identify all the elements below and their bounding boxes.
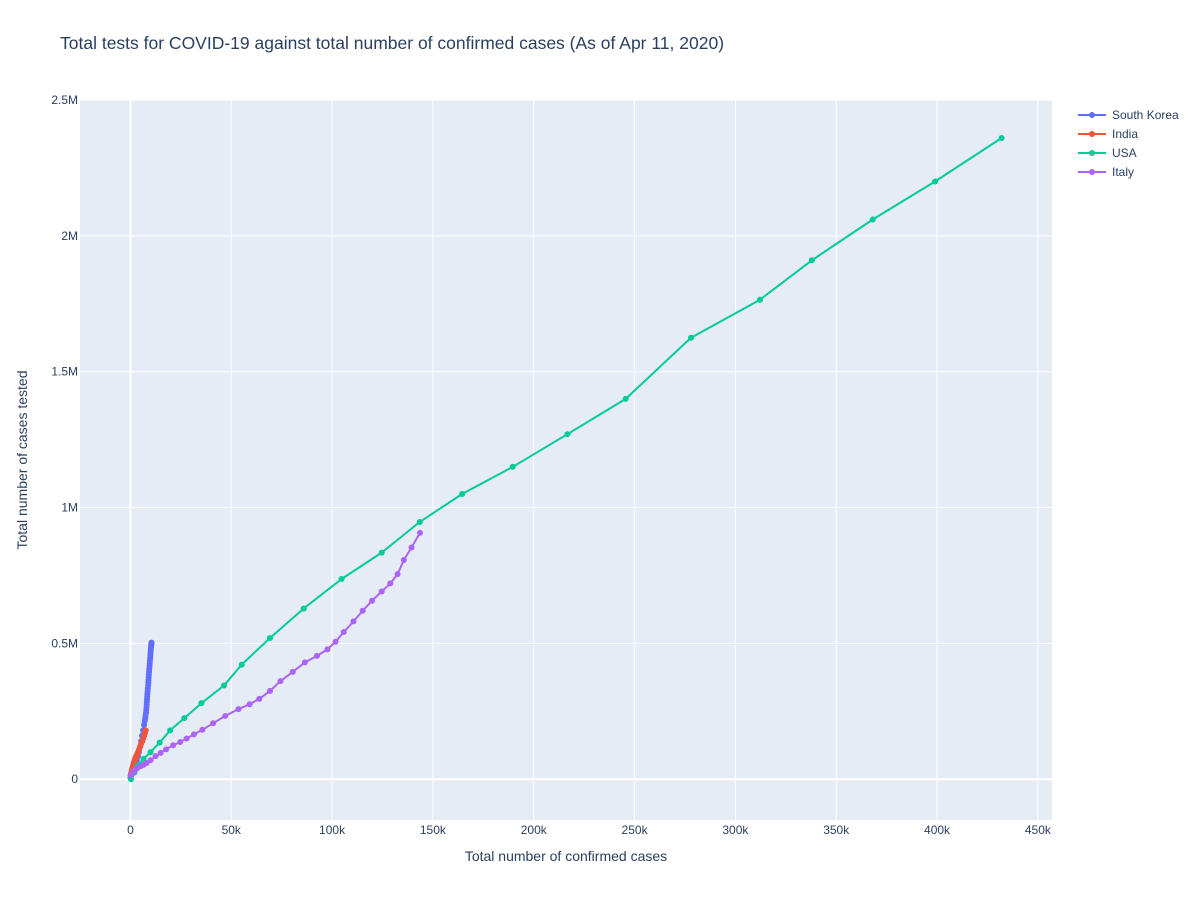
x-tick-label: 0	[127, 823, 134, 837]
x-tick-label: 350k	[823, 823, 850, 837]
plot-background	[80, 100, 1052, 820]
y-tick-label: 0.5M	[51, 636, 78, 650]
x-tick-label: 450k	[1025, 823, 1052, 837]
data-point	[157, 749, 164, 756]
data-point	[170, 742, 177, 749]
data-point	[756, 296, 763, 303]
data-point	[369, 597, 376, 604]
data-point	[266, 687, 273, 694]
data-point	[340, 628, 347, 635]
data-point	[222, 712, 229, 719]
legend-swatch-marker	[1089, 150, 1095, 156]
legend-swatch-marker	[1089, 112, 1095, 118]
data-point	[459, 490, 466, 497]
data-point	[564, 431, 571, 438]
data-point	[869, 216, 876, 223]
data-point	[220, 682, 227, 689]
data-point	[998, 135, 1005, 142]
data-point	[190, 731, 197, 738]
data-point	[622, 395, 629, 402]
legend-label: Italy	[1112, 165, 1134, 179]
y-axis-label: Total number of cases tested	[14, 370, 30, 550]
x-tick-label: 300k	[722, 823, 749, 837]
data-point	[147, 757, 154, 764]
data-point	[932, 178, 939, 185]
data-point	[289, 668, 296, 675]
data-point	[313, 652, 320, 659]
x-tick-label: 50k	[222, 823, 242, 837]
y-tick-label: 1M	[61, 501, 78, 515]
x-tick-label: 250k	[622, 823, 649, 837]
data-point	[183, 735, 190, 742]
data-point	[416, 529, 423, 536]
data-point	[301, 659, 308, 666]
data-point	[324, 646, 331, 653]
data-point	[199, 726, 206, 733]
y-tick-label: 0	[71, 772, 78, 786]
data-point	[277, 678, 284, 685]
data-point	[181, 715, 188, 722]
legend-label: India	[1112, 127, 1138, 141]
data-point	[378, 549, 385, 556]
legend-label: USA	[1112, 146, 1137, 160]
data-point	[416, 518, 423, 525]
legend-label: South Korea	[1112, 108, 1179, 122]
data-point	[148, 639, 155, 646]
data-point	[147, 749, 154, 756]
y-tick-label: 2.5M	[51, 93, 78, 107]
data-point	[300, 605, 307, 612]
x-tick-label: 100k	[319, 823, 346, 837]
data-point	[350, 618, 357, 625]
data-point	[177, 739, 184, 746]
y-tick-label: 1.5M	[51, 365, 78, 379]
data-point	[400, 556, 407, 563]
data-point	[246, 701, 253, 708]
legend-swatch-marker	[1089, 131, 1095, 137]
data-point	[238, 661, 245, 668]
data-point	[210, 720, 217, 727]
data-point	[688, 334, 695, 341]
data-point	[332, 638, 339, 645]
data-point	[266, 634, 273, 641]
x-tick-label: 200k	[521, 823, 548, 837]
data-point	[142, 727, 149, 734]
data-point	[235, 706, 242, 713]
data-point	[156, 739, 163, 746]
chart-title: Total tests for COVID-19 against total n…	[60, 33, 725, 53]
x-tick-label: 400k	[924, 823, 951, 837]
data-point	[338, 576, 345, 583]
data-point	[808, 257, 815, 264]
data-point	[198, 700, 205, 707]
data-point	[359, 607, 366, 614]
data-point	[394, 571, 401, 578]
data-point	[152, 753, 159, 760]
data-point	[408, 544, 415, 551]
data-point	[163, 746, 170, 753]
x-axis-label: Total number of confirmed cases	[464, 848, 668, 864]
legend-swatch-marker	[1089, 169, 1095, 175]
data-point	[378, 588, 385, 595]
data-point	[167, 727, 174, 734]
y-tick-label: 2M	[61, 229, 78, 243]
data-point	[509, 463, 516, 470]
data-point	[256, 695, 263, 702]
x-tick-label: 150k	[420, 823, 447, 837]
data-point	[387, 580, 394, 587]
